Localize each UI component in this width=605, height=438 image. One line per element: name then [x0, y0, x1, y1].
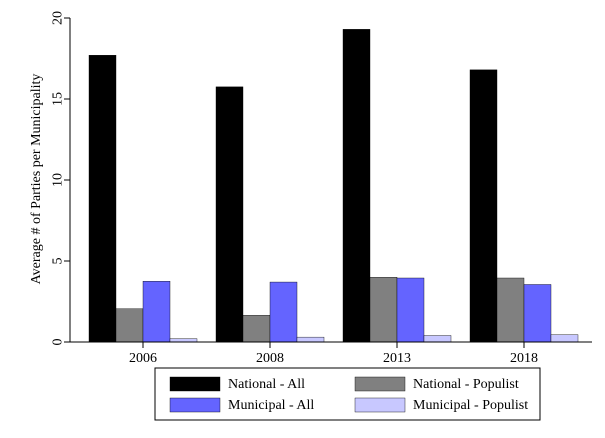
- plot-area: [88, 29, 579, 343]
- y-tick-label: 20: [51, 11, 66, 25]
- bar-national-populist-2006: [115, 308, 144, 343]
- bar-municipal-populist-2018: [550, 334, 579, 343]
- bar-national-all-2018: [469, 69, 498, 343]
- legend-swatch-municipal-all: [169, 397, 221, 413]
- x-axis: 2006 2008 2013 2018: [70, 341, 592, 366]
- bar-municipal-all-2013: [396, 277, 425, 343]
- bar-national-populist-2008: [242, 315, 271, 343]
- bar-national-populist-2013: [369, 277, 398, 343]
- bar-municipal-all-2018: [523, 284, 552, 343]
- y-axis: 0 5 10 15 20: [51, 11, 71, 346]
- x-tick-label: 2018: [510, 351, 538, 366]
- y-tick-label: 0: [51, 339, 66, 346]
- legend-label-national-all: National - All: [228, 377, 305, 392]
- bar-municipal-all-2006: [142, 281, 171, 343]
- x-tick-label: 2008: [256, 351, 284, 366]
- y-axis-label: Average # of Parties per Municipality: [29, 74, 44, 285]
- bar-municipal-populist-2013: [423, 335, 452, 343]
- legend-swatch-national-all: [169, 376, 221, 392]
- bar-national-all-2008: [215, 86, 244, 343]
- bar-municipal-populist-2008: [296, 336, 325, 343]
- legend-label-municipal-populist: Municipal - Populist: [413, 398, 528, 413]
- y-tick-label: 5: [51, 258, 66, 265]
- x-tick-label: 2013: [383, 351, 411, 366]
- bar-national-all-2006: [88, 55, 117, 343]
- y-tick-label: 10: [51, 173, 66, 187]
- legend-swatch-municipal-populist: [354, 397, 406, 413]
- legend-label-municipal-all: Municipal - All: [228, 398, 314, 413]
- legend: National - All National - Populist Municip…: [154, 367, 541, 421]
- legend-swatch-national-populist: [354, 376, 406, 392]
- y-tick-label: 15: [51, 92, 66, 106]
- x-tick-label: 2006: [129, 351, 157, 366]
- bar-national-populist-2018: [496, 277, 525, 343]
- legend-label-national-populist: National - Populist: [413, 377, 519, 392]
- bar-municipal-all-2008: [269, 281, 298, 343]
- bar-national-all-2013: [342, 29, 371, 343]
